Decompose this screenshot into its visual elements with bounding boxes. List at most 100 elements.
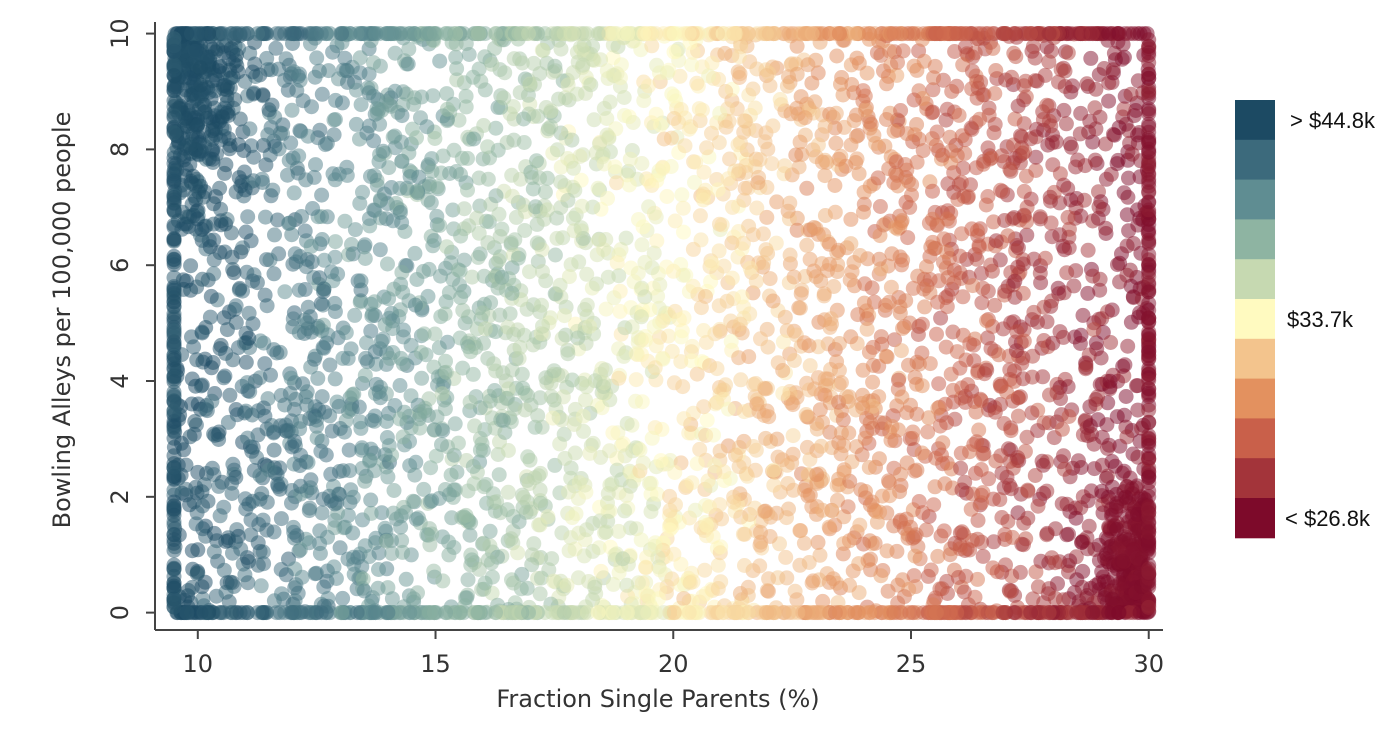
data-point (939, 244, 955, 260)
data-point (306, 351, 322, 367)
data-point (835, 546, 851, 562)
data-point (699, 517, 715, 533)
data-point (769, 431, 785, 447)
data-point (263, 188, 279, 204)
data-point (672, 68, 688, 84)
data-point (611, 523, 627, 539)
data-point (549, 142, 565, 158)
data-point (726, 26, 742, 42)
data-point (632, 442, 648, 458)
data-point (278, 51, 294, 67)
data-point (832, 26, 847, 42)
data-point (747, 462, 763, 478)
data-point (1042, 189, 1058, 205)
data-point (429, 179, 445, 195)
data-point (316, 252, 332, 268)
data-point (432, 53, 448, 69)
data-point (731, 70, 747, 85)
data-point (266, 524, 282, 540)
data-point (849, 50, 865, 66)
data-point (267, 465, 283, 481)
data-point (280, 422, 296, 438)
data-point (640, 78, 656, 94)
data-point (579, 522, 595, 538)
data-point (1025, 591, 1041, 607)
data-point (1027, 468, 1043, 483)
data-points (166, 26, 1157, 621)
data-point (804, 75, 820, 91)
data-point (1043, 118, 1059, 134)
data-point (556, 426, 572, 442)
data-point (637, 289, 653, 305)
data-point (240, 209, 256, 225)
data-point (1061, 409, 1077, 424)
data-point (800, 57, 816, 73)
data-point (1109, 156, 1125, 172)
data-point (362, 453, 377, 469)
data-point (831, 336, 847, 351)
data-point (1033, 553, 1049, 569)
data-point (929, 326, 944, 342)
data-point (954, 482, 970, 498)
data-point (1002, 362, 1018, 378)
data-point (1101, 605, 1117, 621)
data-point (620, 605, 635, 621)
data-point (930, 400, 946, 416)
data-point (1047, 555, 1063, 571)
data-point (704, 255, 720, 271)
data-point (766, 477, 782, 493)
data-point (1015, 256, 1031, 272)
data-point (198, 320, 214, 335)
data-point (738, 158, 754, 173)
data-point (299, 384, 315, 400)
data-point (342, 494, 358, 510)
data-point (1084, 605, 1100, 621)
data-point (348, 116, 364, 132)
data-point (933, 528, 949, 544)
data-point (1111, 576, 1127, 592)
data-point (765, 293, 781, 309)
data-point (462, 394, 478, 410)
data-point (775, 334, 791, 350)
data-point (793, 89, 809, 105)
data-point (808, 269, 824, 285)
data-point (294, 209, 309, 224)
data-point (471, 170, 487, 186)
data-point (273, 511, 289, 527)
data-point (1007, 605, 1023, 621)
data-point (446, 540, 462, 555)
data-point (311, 63, 327, 79)
data-point (651, 591, 666, 607)
data-point (736, 404, 752, 420)
data-point (466, 131, 482, 147)
data-point (815, 593, 831, 609)
data-point (232, 111, 248, 127)
data-point (785, 397, 801, 413)
data-point (781, 69, 796, 85)
data-point (442, 166, 458, 181)
data-point (836, 438, 852, 454)
data-point (381, 97, 397, 113)
data-point (217, 165, 232, 181)
data-point (489, 494, 505, 510)
data-point (986, 534, 1002, 550)
data-point (270, 478, 286, 494)
data-point (432, 218, 448, 233)
data-point (656, 131, 672, 147)
data-point (1058, 116, 1074, 132)
data-point (462, 527, 478, 543)
data-point (203, 288, 219, 304)
data-point (988, 233, 1004, 249)
data-point (906, 58, 922, 74)
data-point (526, 55, 542, 71)
data-point (324, 264, 339, 280)
data-point (953, 445, 969, 461)
data-point (895, 43, 911, 59)
data-point (492, 229, 508, 244)
data-point (535, 264, 550, 280)
data-point (254, 171, 270, 187)
data-point (357, 367, 373, 383)
data-point (349, 82, 364, 98)
data-point (456, 201, 472, 217)
data-point (263, 367, 278, 383)
